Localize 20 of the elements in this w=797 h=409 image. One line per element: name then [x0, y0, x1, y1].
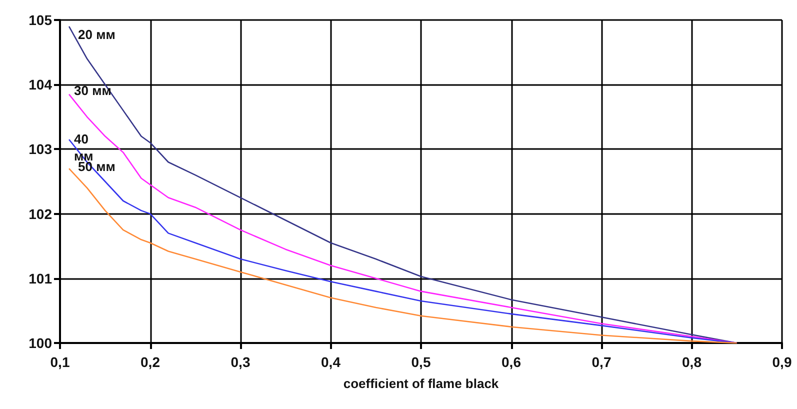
x-axis-title: coefficient of flame black	[343, 376, 500, 391]
x-tick-label: 0,7	[592, 354, 612, 370]
x-tick-label: 0,8	[682, 354, 702, 370]
x-tick-label: 0,2	[140, 354, 160, 370]
y-tick-label: 103	[28, 141, 52, 158]
x-tick-label: 0,9	[772, 354, 792, 370]
y-tick-label: 102	[28, 206, 52, 222]
series-label: 50 мм	[78, 159, 116, 174]
x-tick-label: 0,6	[502, 354, 522, 370]
y-tick-label: 104	[28, 76, 52, 93]
x-tick-label: 0,1	[50, 354, 70, 370]
series-label: 30 мм	[74, 82, 112, 98]
y-tick-label: 101	[28, 270, 52, 286]
series-label: 20 мм	[78, 26, 116, 42]
line-series	[68, 26, 738, 344]
x-tick-label: 0,3	[230, 354, 250, 370]
y-tick-label: 105	[28, 12, 52, 28]
x-tick-label: 0,4	[321, 354, 341, 370]
x-tick-label: 0,5	[411, 354, 431, 370]
y-tick-label: 100	[28, 335, 52, 351]
